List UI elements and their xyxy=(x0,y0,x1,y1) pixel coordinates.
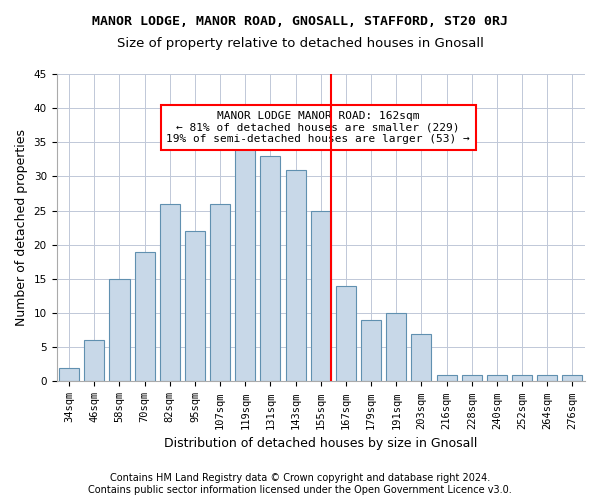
Bar xyxy=(134,252,155,382)
Bar xyxy=(412,334,431,382)
Bar xyxy=(185,231,205,382)
Bar xyxy=(487,374,507,382)
Bar xyxy=(361,320,381,382)
Text: Size of property relative to detached houses in Gnosall: Size of property relative to detached ho… xyxy=(116,38,484,51)
Bar xyxy=(235,149,256,382)
Bar xyxy=(512,374,532,382)
Bar xyxy=(160,204,180,382)
Bar xyxy=(84,340,104,382)
Text: MANOR LODGE, MANOR ROAD, GNOSALL, STAFFORD, ST20 0RJ: MANOR LODGE, MANOR ROAD, GNOSALL, STAFFO… xyxy=(92,15,508,28)
Y-axis label: Number of detached properties: Number of detached properties xyxy=(15,129,28,326)
Bar xyxy=(109,279,130,382)
Bar xyxy=(537,374,557,382)
Bar xyxy=(260,156,280,382)
Text: MANOR LODGE MANOR ROAD: 162sqm
← 81% of detached houses are smaller (229)
19% of: MANOR LODGE MANOR ROAD: 162sqm ← 81% of … xyxy=(166,111,470,144)
Bar xyxy=(437,374,457,382)
Bar xyxy=(311,210,331,382)
Bar xyxy=(562,374,583,382)
Bar xyxy=(386,313,406,382)
X-axis label: Distribution of detached houses by size in Gnosall: Distribution of detached houses by size … xyxy=(164,437,478,450)
Bar xyxy=(210,204,230,382)
Bar xyxy=(461,374,482,382)
Bar xyxy=(336,286,356,382)
Bar xyxy=(59,368,79,382)
Text: Contains HM Land Registry data © Crown copyright and database right 2024.
Contai: Contains HM Land Registry data © Crown c… xyxy=(88,474,512,495)
Bar xyxy=(286,170,305,382)
